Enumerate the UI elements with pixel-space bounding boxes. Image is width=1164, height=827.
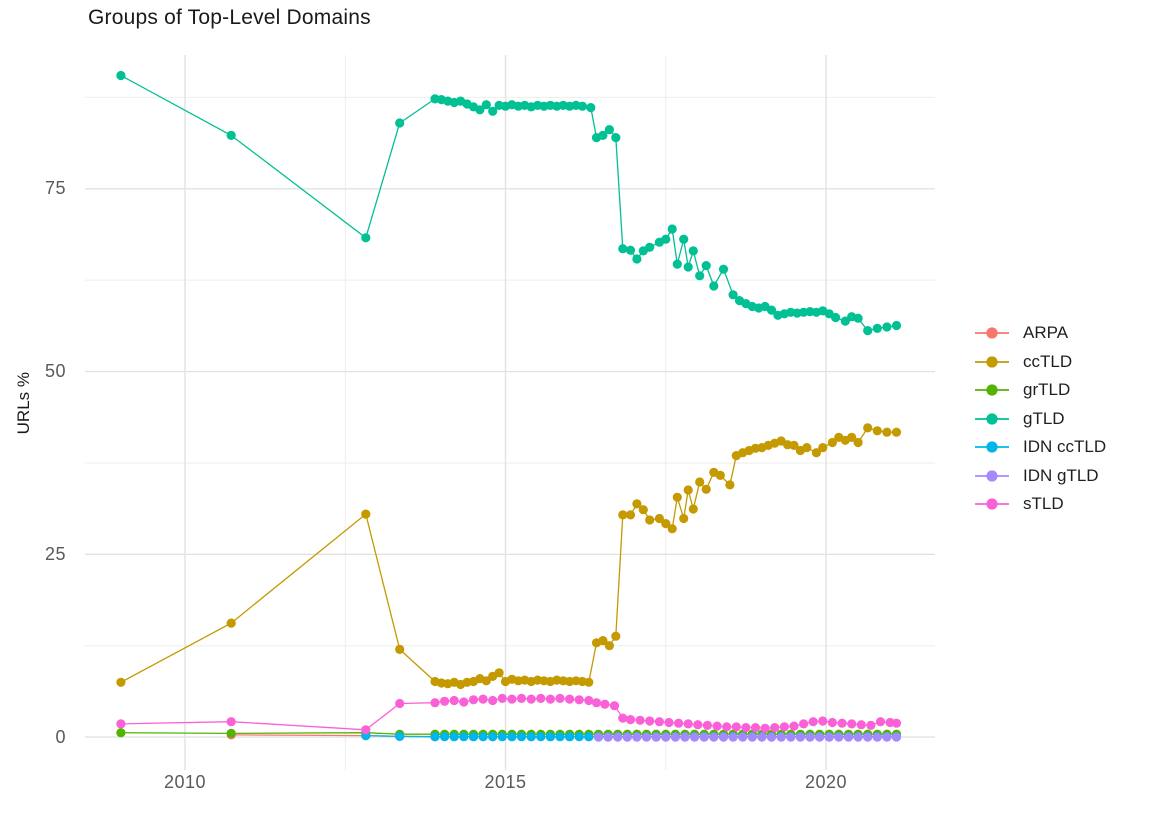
legend-item-label: ARPA: [1023, 323, 1069, 343]
chart-title: Groups of Top-Level Domains: [88, 6, 371, 29]
minor-gridlines: [85, 55, 935, 770]
legend-item-label: gTLD: [1023, 408, 1065, 428]
legend-item-idn-cctld: IDN ccTLD: [974, 433, 1106, 462]
legend-item-gtld: gTLD: [974, 405, 1106, 434]
major-gridlines: [85, 55, 935, 770]
legend: ARPA ccTLD grTLD gTLD IDN ccTLD IDN gTLD sTLD: [974, 319, 1106, 519]
legend-key-icon: [975, 413, 1009, 425]
series-line-gtld: [120, 74, 897, 332]
x-tick-label: 2015: [484, 772, 527, 792]
legend-item-label: IDN gTLD: [1023, 465, 1099, 485]
legend-key-icon: [975, 470, 1009, 482]
series-cctld: [116, 423, 902, 690]
legend-item-arpa: ARPA: [974, 319, 1106, 348]
x-tick-label: 2020: [804, 772, 848, 792]
legend-key-icon: [975, 498, 1009, 510]
legend-key-icon: [975, 327, 1009, 339]
series-stld: [116, 693, 902, 735]
legend-item-label: IDN ccTLD: [1023, 437, 1107, 457]
legend-item-idn-gtld: IDN gTLD: [974, 462, 1106, 491]
legend-key-icon: [975, 356, 1009, 368]
legend-key-icon: [975, 441, 1009, 453]
y-tick-label: 50: [44, 361, 66, 382]
y-tick-label: 0: [55, 726, 66, 747]
series-line-stld: [120, 697, 897, 731]
legend-item-grtld: grTLD: [974, 376, 1106, 405]
y-tick-label: 75: [44, 178, 66, 199]
series-gtld: [116, 70, 902, 336]
series-idn-gtld: [593, 732, 902, 742]
legend-item-label: ccTLD: [1023, 351, 1073, 371]
legend-item-cctld: ccTLD: [974, 348, 1106, 377]
legend-item-stld: sTLD: [974, 490, 1106, 519]
x-tick-label: 2010: [163, 772, 207, 792]
legend-key-icon: [975, 384, 1009, 396]
legend-item-label: grTLD: [1023, 380, 1071, 400]
y-tick-label: 25: [44, 543, 66, 564]
legend-item-label: sTLD: [1023, 494, 1064, 514]
